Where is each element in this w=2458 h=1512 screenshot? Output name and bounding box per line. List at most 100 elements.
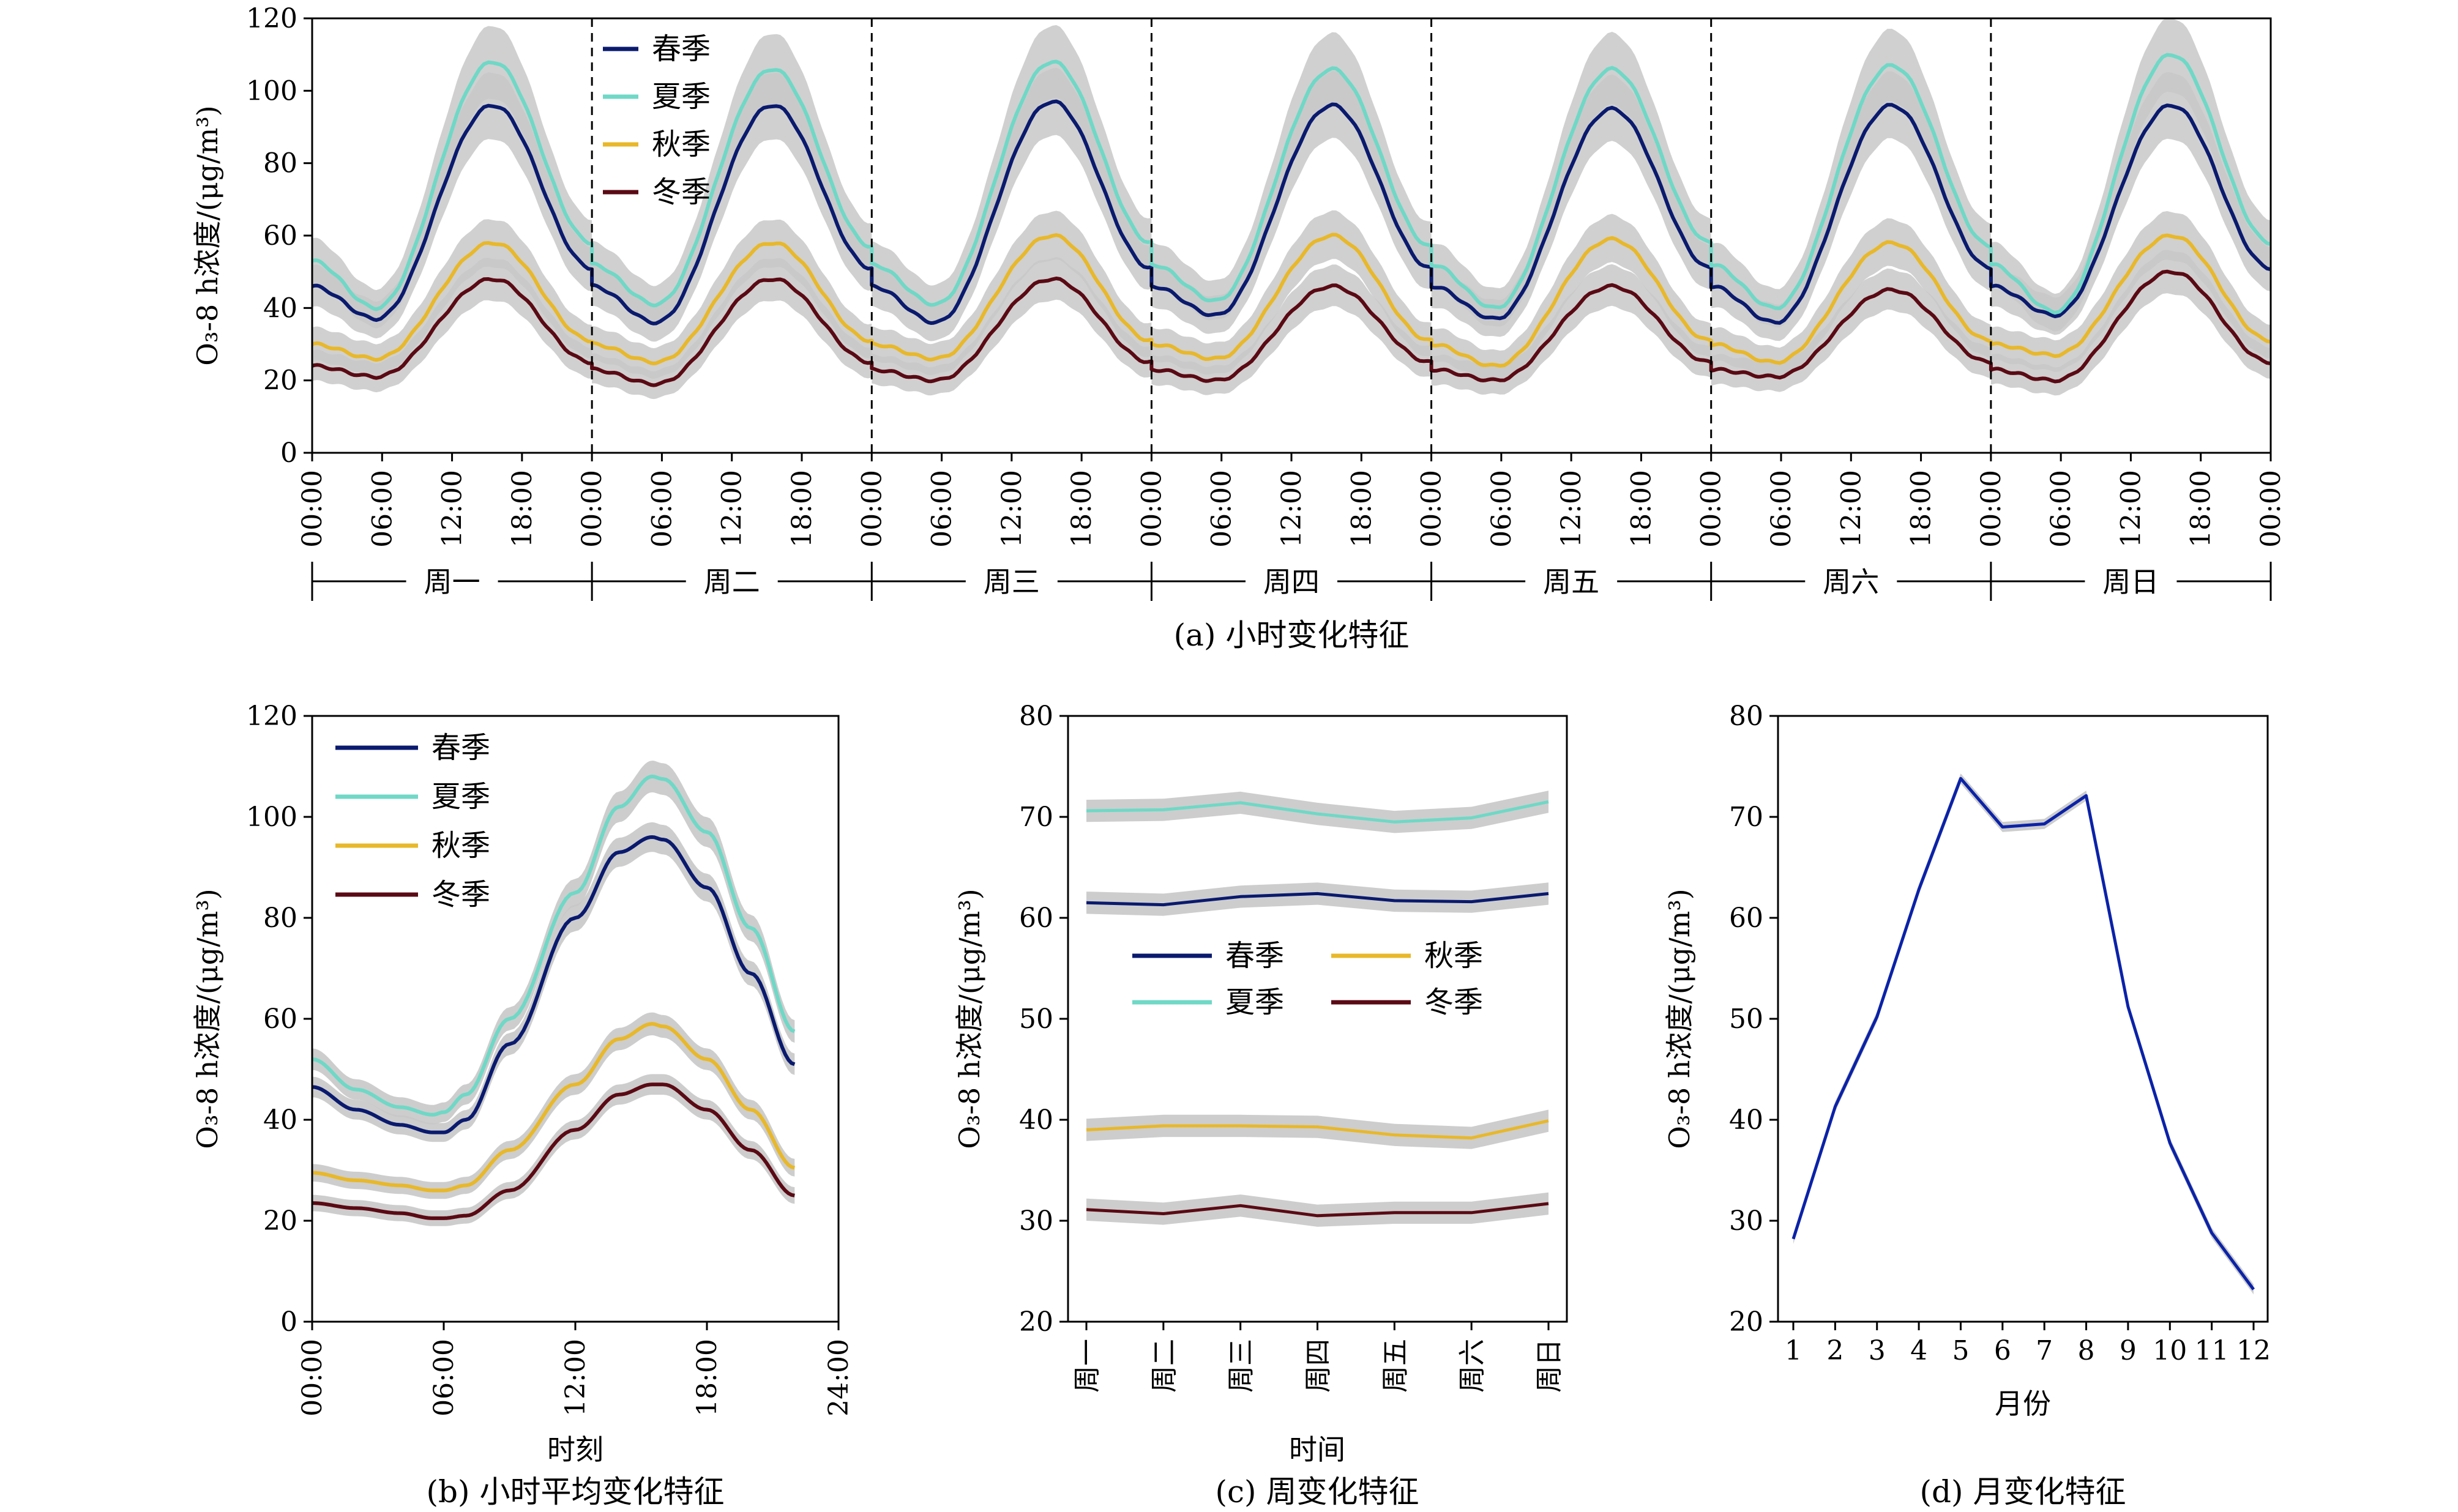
panel-b-xtick-label: 18:00 [692,1339,723,1417]
panel-a-xtick-label: 06:00 [927,470,958,548]
panel-a-xtick-label: 00:00 [1976,470,2007,548]
panel-d-ytick-label: 40 [1729,1104,1763,1136]
panel-b-xlabel: 时刻 [547,1433,603,1466]
panel-a-day-label: 周三 [984,565,1040,598]
panel-a-xtick-label: 00:00 [856,470,887,548]
panel-a-day-label-bg [965,557,1058,606]
panel-b: 0 20 40 60 80 100 120 00:00 06:00 12:00 18:00 24:00… [191,701,854,1510]
panel-d-ytick-label: 20 [1729,1306,1763,1338]
panel-a-xtick-label: 00:00 [1416,470,1448,548]
panel-b-ytick-label: 100 [246,802,297,833]
panel-d-xtick-label: 5 [1952,1335,1969,1366]
panel-a-series-autumn [312,233,2271,368]
panel-a-xtick-label: 18:00 [786,470,818,548]
panel-b-legend-item-label: 夏季 [431,780,490,814]
panel-c-legend-item-label: 秋季 [1424,939,1483,973]
panel-d-band [1793,773,2254,1295]
panel-b-series-winter [312,1082,795,1220]
panel-a-xtick-label: 00:00 [1136,470,1167,548]
panel-c-ytick-label: 50 [1019,1004,1053,1035]
panel-c-xlabel: 时间 [1289,1433,1345,1466]
panel-b-ytick-label: 60 [263,1004,297,1035]
panel-a-ylabel: O₃-8 h浓度/(μg/m³) [191,105,224,366]
panel-c-legend-item-label: 春季 [1225,939,1284,973]
panel-b-xtick-label: 12:00 [560,1339,591,1417]
panel-c-lines [1086,800,1549,1218]
panel-a-xtick-label: 18:00 [1066,470,1097,548]
panel-a-xtick-label: 06:00 [367,470,398,548]
panel-b-xtick-label: 06:00 [428,1339,460,1417]
panel-a-series-winter [312,269,2271,387]
panel-a-band-summer [312,18,2271,332]
panel-d-xtick-label: 7 [2036,1335,2053,1366]
panel-d-xtick-label: 10 [2153,1335,2187,1366]
panel-d-bands [1793,773,2254,1295]
panel-c-ytick-label: 20 [1019,1306,1053,1338]
panel-a-day-label: 周六 [1823,565,1879,598]
panel-b-legend-item-label: 冬季 [431,877,490,912]
panel-c-legend-item-label: 夏季 [1225,985,1284,1019]
panel-d-xtick-label: 3 [1869,1335,1886,1366]
panel-a-axes: 0 20 40 60 80 100 120 00:00 06:00 12:00 18:00 00:00… [246,3,2287,606]
panel-a-xtick-label: 06:00 [1206,470,1238,548]
panel-d-ytick-label: 80 [1729,701,1763,732]
panel-a-xtick-label: 00:00 [577,470,608,548]
panel-a-series-spring [312,99,2271,326]
panel-a-legend-item-label: 夏季 [652,80,711,114]
panel-b-frame [311,715,840,1323]
panel-a-ytick-label: 20 [263,365,297,397]
panel-d-xlabel: 月份 [1995,1387,2051,1420]
panel-b-ytick-label: 0 [280,1306,297,1338]
panel-c-band-autumn [1086,1109,1548,1149]
panel-a-ytick-label: 80 [263,148,297,179]
panel-d-xtick-label: 4 [1910,1335,1927,1366]
panel-c-xtick-label: 周六 [1457,1339,1488,1393]
panel-c-caption: (c) 周变化特征 [1216,1474,1419,1510]
panel-a-xtick-label: 12:00 [2115,470,2146,548]
panel-d-ytick-label: 30 [1729,1205,1763,1237]
panel-b-ytick-label: 20 [263,1205,297,1237]
panel-c-ytick-label: 80 [1019,701,1053,732]
panel-b-band-summer [312,761,795,1125]
panel-a-xtick-label: 06:00 [646,470,678,548]
panel-a-series-summer [312,53,2271,315]
panel-c-series-spring [1086,892,1549,907]
panel-d-xtick-label: 1 [1785,1335,1802,1366]
panel-a-day-label: 周二 [704,565,760,598]
panel-a: 0 20 40 60 80 100 120 00:00 06:00 12:00 18:00 00:00… [191,3,2287,653]
panel-a-xtick-label: 12:00 [1556,470,1587,548]
panel-a-day-label-bg [1246,557,1337,606]
panel-a-legend-item-label: 春季 [652,32,711,66]
panel-d-xtick-label: 6 [1994,1335,2011,1366]
panel-c-series-autumn [1086,1119,1549,1140]
panel-a-xtick-label: 18:00 [2186,470,2217,548]
panel-a-bands [312,18,2271,400]
panel-a-xtick-label: 18:00 [507,470,538,548]
panel-d-xtick-label: 12 [2236,1335,2271,1366]
panel-b-bands [312,761,795,1226]
panel-a-ytick-label: 100 [246,75,297,106]
panel-a-xtick-label: 18:00 [1906,470,1937,548]
panel-a-ytick-label: 40 [263,292,297,324]
panel-c-series-summer [1086,800,1549,824]
panel-a-day-label-bg [2085,557,2177,606]
panel-c-ytick-label: 30 [1019,1205,1053,1237]
panel-c-xtick-label: 周日 [1534,1339,1565,1393]
panel-a-xtick-label: 12:00 [437,470,468,548]
panel-a-day-label-bg [685,557,778,606]
panel-a-ytick-label: 120 [246,3,297,34]
panel-b-band-winter [312,1074,795,1226]
panel-b-ytick-label: 40 [263,1104,297,1136]
panel-d-ytick-label: 70 [1729,802,1763,833]
panel-b-xtick-label: 00:00 [297,1339,328,1417]
panel-c-ylabel: O₃-8 h浓度/(μg/m³) [953,888,986,1149]
panel-b-ylabel: O₃-8 h浓度/(μg/m³) [191,888,224,1149]
panel-c-legend-item-label: 冬季 [1424,985,1483,1019]
panel-c-xtick-label: 周一 [1072,1339,1103,1393]
panel-c-axes: 20 30 40 50 60 70 80 周一 周二 周三 周四 周五 周六 周日 [1019,701,1565,1393]
panel-a-day-label-bg [406,557,498,606]
